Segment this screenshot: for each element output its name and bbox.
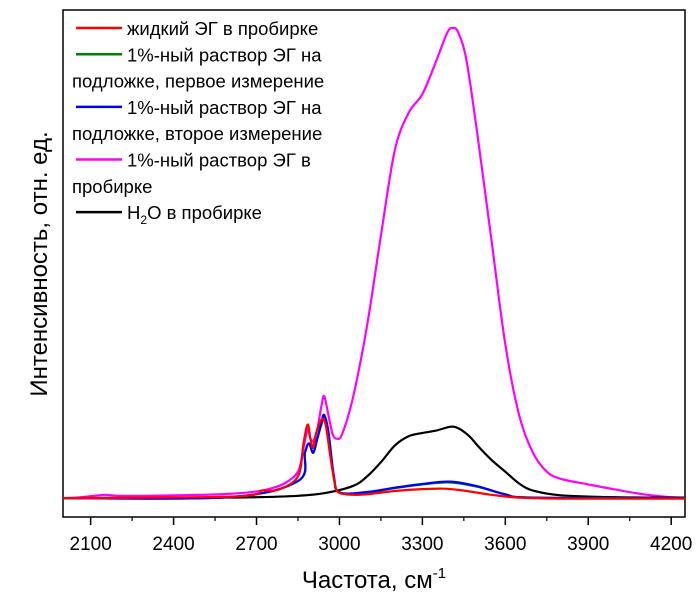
series-line-1 — [62, 417, 685, 500]
series-line-4 — [62, 26, 686, 500]
x-tick-label-2400: 2400 — [152, 534, 194, 555]
legend-entry-5: H2O в пробирке — [76, 202, 262, 227]
series-line-2 — [62, 415, 686, 500]
x-axis-label-superscript: -1 — [433, 565, 446, 582]
x-axis: 2100 2400 2700 3000 3300 3600 3900 4200 — [70, 517, 692, 555]
x-tick-label-2700: 2700 — [235, 534, 277, 555]
legend-entry-4: 1%-ный раствор ЭГ в пробирке — [72, 150, 311, 197]
x-tick-label-3900: 3900 — [567, 534, 609, 555]
legend-label: 1%-ный раствор ЭГ на подложке, первое изм… — [72, 44, 324, 91]
x-tick-label-3600: 3600 — [484, 534, 526, 555]
x-axis-label-text: Частота, см — [302, 567, 433, 594]
legend-entry-1: жидкий ЭГ в пробирке — [76, 18, 318, 39]
legend-label: жидкий ЭГ в пробирке — [127, 18, 318, 39]
plot-frame — [62, 9, 686, 518]
x-tick-label-4200: 4200 — [650, 534, 692, 555]
legend-label: 1%-ный раствор ЭГ на подложке, второе изм… — [72, 97, 322, 144]
series-line-5 — [62, 425, 686, 500]
legend: жидкий ЭГ в пробирке 1%-ный раствор ЭГ на… — [72, 18, 324, 227]
series-layer — [62, 26, 686, 500]
legend-label: H2O в пробирке — [127, 202, 262, 227]
legend-label: 1%-ный раствор ЭГ в пробирке — [72, 150, 311, 197]
x-tick-label-3000: 3000 — [318, 534, 360, 555]
x-tick-label-3300: 3300 — [401, 534, 443, 555]
x-tick-label-2100: 2100 — [70, 534, 112, 555]
legend-entry-3: 1%-ный раствор ЭГ на подложке, второе изм… — [72, 97, 322, 144]
legend-entry-2: 1%-ный раствор ЭГ на подложке, первое изм… — [72, 44, 324, 91]
series-line-3 — [62, 413, 686, 500]
x-axis-label: Частота, см-1 — [302, 565, 446, 594]
y-axis-label: Интенсивность, отн. ед. — [26, 131, 53, 396]
